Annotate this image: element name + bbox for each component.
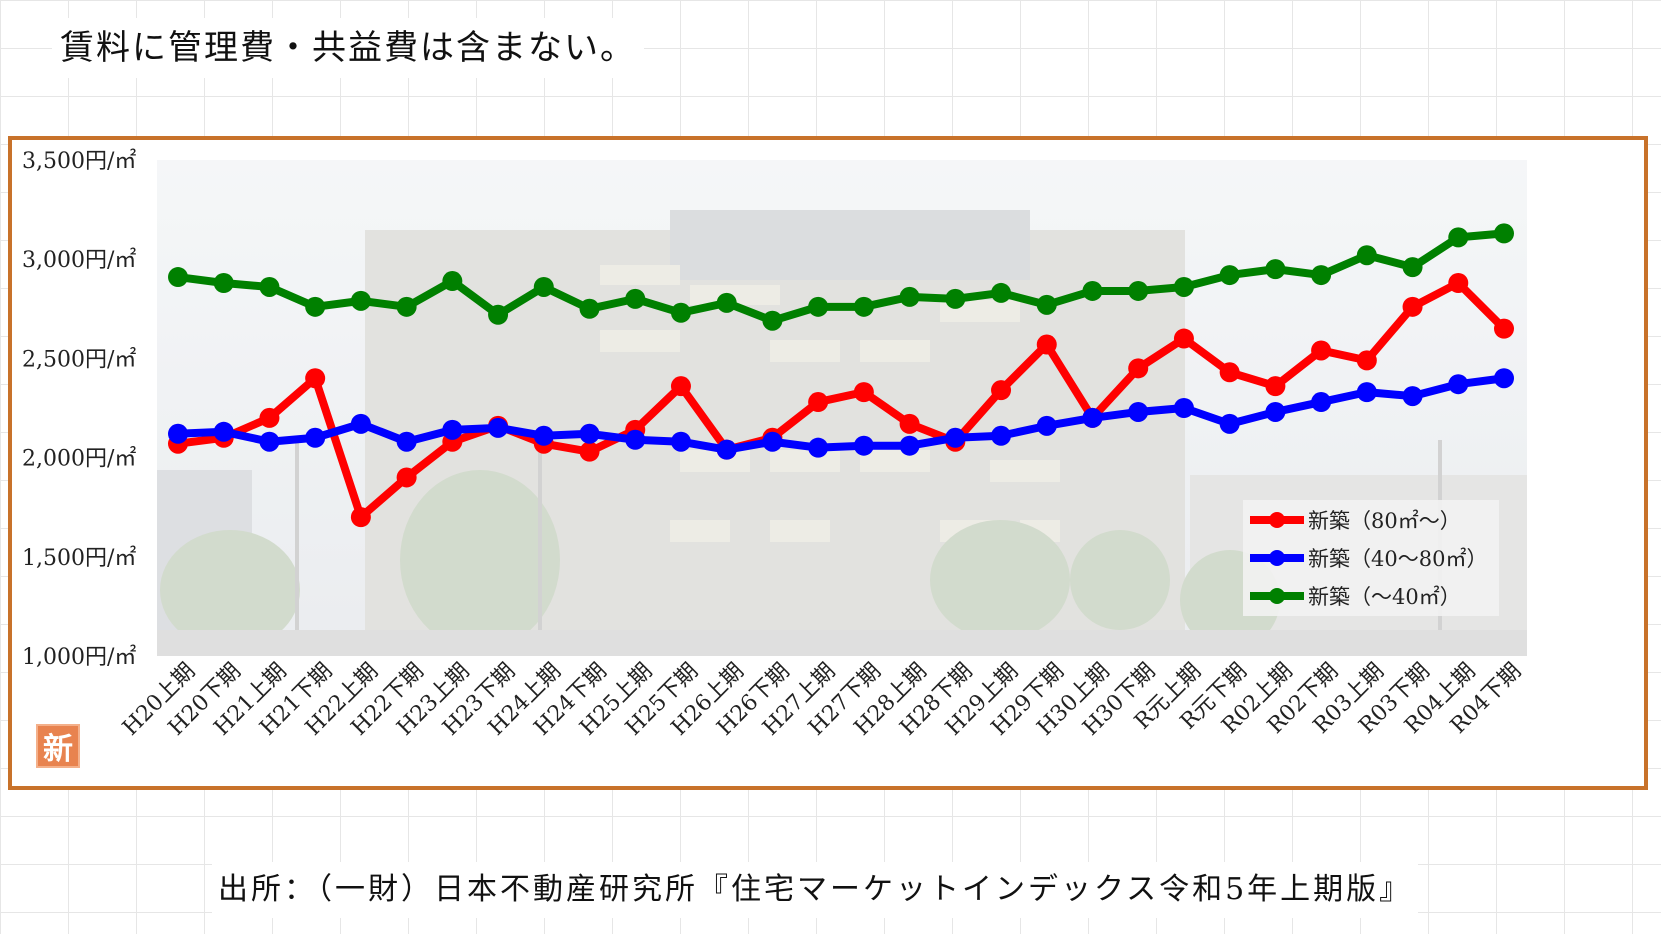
data-point (1356, 350, 1377, 371)
data-point (1082, 280, 1103, 301)
data-point (991, 282, 1012, 303)
data-point (1402, 296, 1423, 317)
legend-label: 新築（40〜80㎡） (1308, 547, 1487, 571)
data-point (1448, 273, 1469, 294)
legend-swatch-marker (1269, 550, 1285, 566)
data-point (213, 421, 234, 442)
data-point (396, 467, 417, 488)
data-point (1265, 401, 1286, 422)
data-point (670, 376, 691, 397)
data-point (259, 431, 280, 452)
data-point (396, 431, 417, 452)
data-point (1311, 392, 1332, 413)
legend-label: 新築（〜40㎡） (1308, 585, 1461, 609)
data-point (625, 429, 646, 450)
chart-legend: 新築（80㎡〜） 新築（40〜80㎡） 新築（〜40㎡） (1243, 500, 1499, 616)
data-point (853, 435, 874, 456)
data-point (1128, 401, 1149, 422)
data-point (579, 441, 600, 462)
data-point (625, 288, 646, 309)
data-point (442, 271, 463, 292)
data-point (808, 296, 829, 317)
data-point (1448, 227, 1469, 248)
data-point (488, 304, 509, 325)
data-point (716, 439, 737, 460)
y-tick-label: 3,500円/㎡ (22, 148, 136, 174)
data-point (305, 427, 326, 448)
legend-label: 新築（80㎡〜） (1308, 509, 1461, 533)
data-point (808, 392, 829, 413)
data-point (1265, 259, 1286, 280)
data-point (1036, 334, 1057, 355)
data-point (945, 288, 966, 309)
data-point (1402, 257, 1423, 278)
data-point (1082, 407, 1103, 428)
y-tick-label: 1,000円/㎡ (22, 644, 136, 670)
data-point (1173, 276, 1194, 297)
data-point (305, 368, 326, 389)
data-point (945, 427, 966, 448)
data-point (1128, 280, 1149, 301)
data-point (1311, 340, 1332, 361)
data-point (305, 296, 326, 317)
data-point (533, 276, 554, 297)
y-tick-label: 3,000円/㎡ (22, 247, 136, 273)
data-point (716, 292, 737, 313)
data-point (1356, 245, 1377, 266)
legend-swatch-marker (1269, 512, 1285, 528)
y-tick-label: 2,500円/㎡ (22, 346, 136, 372)
data-point (853, 382, 874, 403)
data-point (579, 423, 600, 444)
data-point (1402, 386, 1423, 407)
data-point (1219, 265, 1240, 286)
data-point (168, 267, 188, 288)
data-point (1219, 413, 1240, 434)
data-point (1494, 223, 1514, 244)
data-point (899, 435, 920, 456)
data-point (1219, 362, 1240, 383)
data-point (259, 276, 280, 297)
source-note: 出所：（一財）日本不動産研究所『住宅マーケットインデックス令和5年上期版』 (212, 862, 1419, 918)
data-point (1494, 368, 1514, 389)
data-point (899, 286, 920, 307)
data-point (350, 290, 371, 311)
data-point (442, 419, 463, 440)
data-point (670, 431, 691, 452)
data-point (350, 507, 371, 528)
data-point (1265, 376, 1286, 397)
data-point (853, 296, 874, 317)
data-point (762, 431, 783, 452)
data-point (808, 437, 829, 458)
data-point (991, 380, 1012, 401)
data-point (396, 296, 417, 317)
note-text: 賃料に管理費・共益費は含まない。 (52, 18, 644, 78)
data-point (1494, 318, 1514, 339)
y-tick-label: 1,500円/㎡ (22, 545, 136, 571)
data-point (213, 273, 234, 294)
data-point (1173, 328, 1194, 349)
data-point (350, 413, 371, 434)
data-point (1311, 265, 1332, 286)
data-point (670, 302, 691, 323)
data-point (1173, 398, 1194, 418)
data-point (1128, 358, 1149, 379)
legend-swatch-marker (1269, 588, 1285, 604)
data-point (899, 413, 920, 434)
data-point (1036, 415, 1057, 436)
data-point (1356, 382, 1377, 403)
data-point (533, 425, 554, 446)
data-point (579, 298, 600, 319)
data-point (259, 407, 280, 428)
y-tick-label: 2,000円/㎡ (22, 446, 136, 472)
series-group (168, 368, 1514, 460)
data-point (1448, 374, 1469, 395)
series-group (168, 223, 1514, 331)
new-badge-icon: 新 (36, 724, 80, 768)
data-point (1036, 294, 1057, 315)
data-point (991, 425, 1012, 446)
data-point (488, 417, 509, 438)
data-point (762, 310, 783, 331)
data-point (168, 423, 188, 444)
